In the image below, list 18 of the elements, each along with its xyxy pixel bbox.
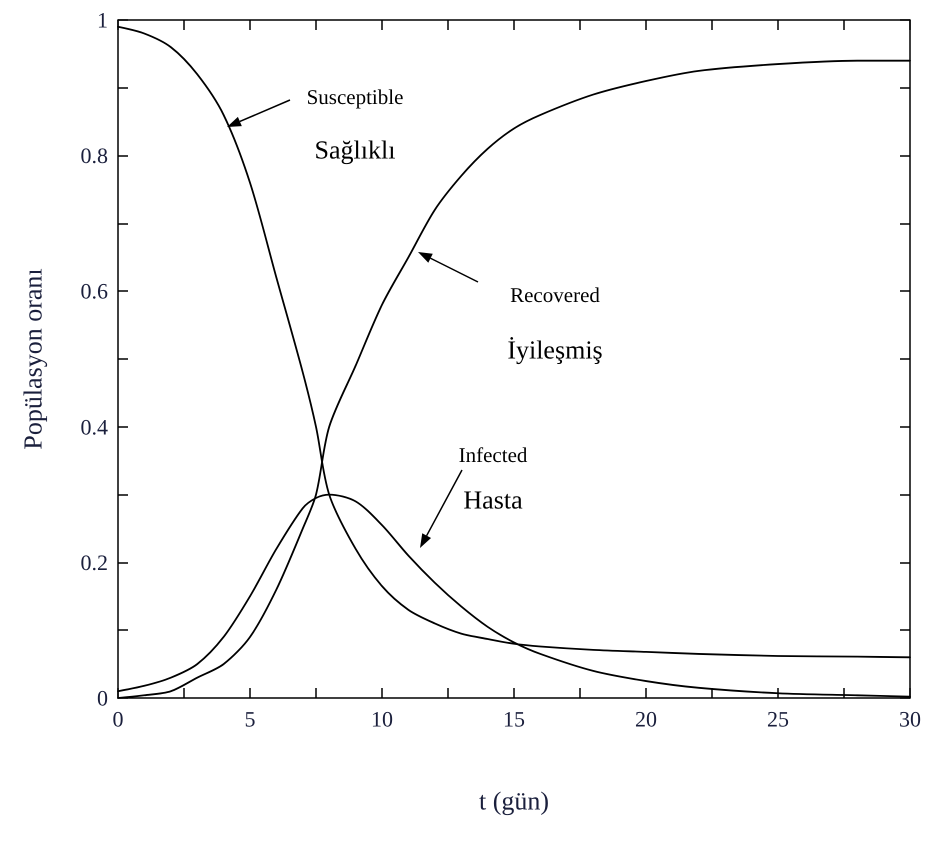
annotation: Infected Hasta <box>458 443 528 514</box>
x-tick-label: 5 <box>244 706 256 732</box>
y-tick-label: 0.6 <box>80 278 108 304</box>
text: Susceptible Sağlıklı <box>306 85 404 164</box>
x-axis-title: t (gün) <box>478 786 550 816</box>
x-tick-label: 25 <box>767 706 789 732</box>
text: Recovered İyileşmiş <box>507 283 603 364</box>
y-tick-label: 0 <box>97 686 108 710</box>
x-tick-label: 10 <box>371 706 393 732</box>
y-tick-label: 1 <box>97 8 108 32</box>
y-tick-label: 0.4 <box>80 414 108 440</box>
y-axis-title: Popülasyon oranı <box>18 268 48 450</box>
y-tick-label: 0.2 <box>80 550 108 575</box>
x-tick-label: 15 <box>503 706 525 732</box>
y-tick-label: 0.8 <box>80 143 108 168</box>
x-tick-label: 20 <box>635 706 657 732</box>
x-tick-label: 0 <box>112 706 124 732</box>
x-tick-label: 30 <box>899 706 921 732</box>
